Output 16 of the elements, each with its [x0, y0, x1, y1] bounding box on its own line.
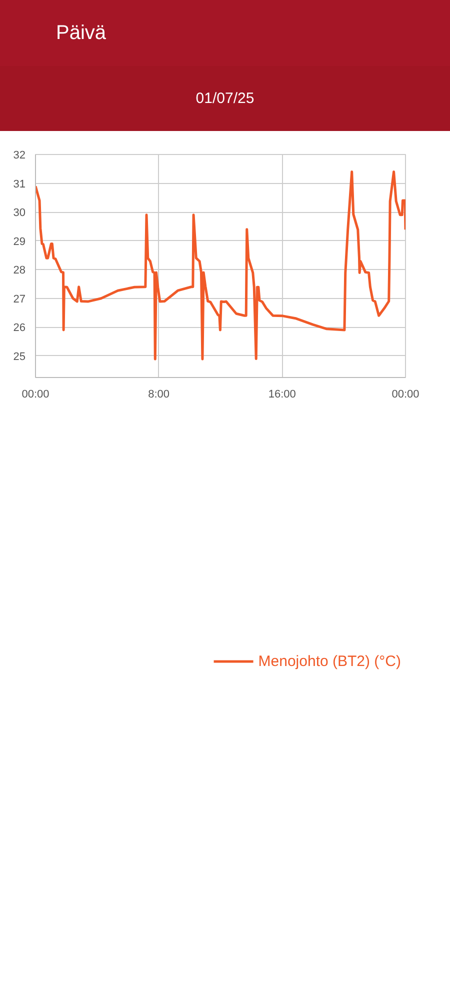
x-tick-label: 16:00	[268, 388, 296, 400]
y-tick-label: 28	[13, 264, 26, 277]
y-tick-label: 25	[13, 350, 26, 363]
y-tick-label: 29	[13, 236, 26, 248]
x-tick-label: 8:00	[148, 388, 170, 400]
y-tick-label: 30	[13, 207, 26, 220]
legend-label: Menojohto (BT2) (°C)	[258, 652, 401, 670]
x-tick-label: 00:00	[22, 388, 50, 400]
y-tick-label: 27	[13, 293, 26, 306]
chart-title: Päivä	[0, 0, 450, 66]
y-tick-label: 31	[13, 178, 26, 190]
x-tick-label: 00:00	[392, 388, 420, 400]
y-tick-label: 26	[13, 322, 26, 334]
chart-subtitle: 01/07/25	[0, 66, 450, 131]
line-series	[36, 170, 406, 360]
y-tick-label: 32	[13, 150, 26, 162]
